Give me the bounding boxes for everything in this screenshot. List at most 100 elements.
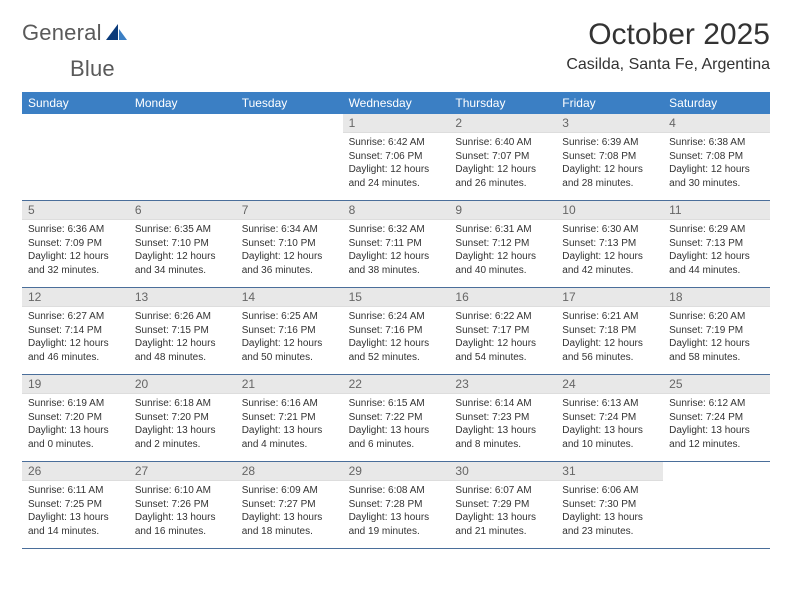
sunset-line: Sunset: 7:10 PM	[242, 237, 337, 251]
daylight-line: Daylight: 12 hours and 52 minutes.	[349, 337, 444, 364]
calendar-cell: 14Sunrise: 6:25 AMSunset: 7:16 PMDayligh…	[236, 288, 343, 374]
day-number: 1	[343, 114, 450, 133]
daylight-line: Daylight: 12 hours and 32 minutes.	[28, 250, 123, 277]
calendar-cell: 5Sunrise: 6:36 AMSunset: 7:09 PMDaylight…	[22, 201, 129, 287]
day-number: 2	[449, 114, 556, 133]
daylight-line: Daylight: 13 hours and 21 minutes.	[455, 511, 550, 538]
sunrise-line: Sunrise: 6:14 AM	[455, 397, 550, 411]
day-number: 31	[556, 462, 663, 481]
daylight-line: Daylight: 12 hours and 56 minutes.	[562, 337, 657, 364]
daylight-line: Daylight: 12 hours and 54 minutes.	[455, 337, 550, 364]
calendar-cell: 20Sunrise: 6:18 AMSunset: 7:20 PMDayligh…	[129, 375, 236, 461]
calendar-cell: 23Sunrise: 6:14 AMSunset: 7:23 PMDayligh…	[449, 375, 556, 461]
day-info: Sunrise: 6:11 AMSunset: 7:25 PMDaylight:…	[22, 481, 129, 543]
sunset-line: Sunset: 7:28 PM	[349, 498, 444, 512]
sunset-line: Sunset: 7:30 PM	[562, 498, 657, 512]
brand-logo: General	[22, 18, 130, 46]
page: General October 2025 Casilda, Santa Fe, …	[0, 0, 792, 612]
daylight-line: Daylight: 13 hours and 19 minutes.	[349, 511, 444, 538]
brand-sail-icon	[104, 22, 128, 44]
week-row: 26Sunrise: 6:11 AMSunset: 7:25 PMDayligh…	[22, 462, 770, 549]
day-number: 11	[663, 201, 770, 220]
day-info: Sunrise: 6:22 AMSunset: 7:17 PMDaylight:…	[449, 307, 556, 369]
sunrise-line: Sunrise: 6:25 AM	[242, 310, 337, 324]
calendar-cell	[663, 462, 770, 548]
daylight-line: Daylight: 13 hours and 8 minutes.	[455, 424, 550, 451]
sunset-line: Sunset: 7:26 PM	[135, 498, 230, 512]
sunset-line: Sunset: 7:11 PM	[349, 237, 444, 251]
calendar-cell: 25Sunrise: 6:12 AMSunset: 7:24 PMDayligh…	[663, 375, 770, 461]
day-number: 6	[129, 201, 236, 220]
day-number: 27	[129, 462, 236, 481]
day-info: Sunrise: 6:36 AMSunset: 7:09 PMDaylight:…	[22, 220, 129, 282]
calendar-cell: 24Sunrise: 6:13 AMSunset: 7:24 PMDayligh…	[556, 375, 663, 461]
day-info: Sunrise: 6:32 AMSunset: 7:11 PMDaylight:…	[343, 220, 450, 282]
day-info: Sunrise: 6:27 AMSunset: 7:14 PMDaylight:…	[22, 307, 129, 369]
day-info: Sunrise: 6:14 AMSunset: 7:23 PMDaylight:…	[449, 394, 556, 456]
day-number: 18	[663, 288, 770, 307]
dayname: Friday	[556, 92, 663, 114]
day-info: Sunrise: 6:15 AMSunset: 7:22 PMDaylight:…	[343, 394, 450, 456]
daylight-line: Daylight: 12 hours and 36 minutes.	[242, 250, 337, 277]
sunrise-line: Sunrise: 6:29 AM	[669, 223, 764, 237]
sunrise-line: Sunrise: 6:09 AM	[242, 484, 337, 498]
calendar-cell: 9Sunrise: 6:31 AMSunset: 7:12 PMDaylight…	[449, 201, 556, 287]
day-info: Sunrise: 6:26 AMSunset: 7:15 PMDaylight:…	[129, 307, 236, 369]
sunrise-line: Sunrise: 6:16 AM	[242, 397, 337, 411]
day-info: Sunrise: 6:40 AMSunset: 7:07 PMDaylight:…	[449, 133, 556, 195]
sunrise-line: Sunrise: 6:34 AM	[242, 223, 337, 237]
sunset-line: Sunset: 7:22 PM	[349, 411, 444, 425]
calendar-cell	[22, 114, 129, 200]
sunset-line: Sunset: 7:29 PM	[455, 498, 550, 512]
day-info: Sunrise: 6:16 AMSunset: 7:21 PMDaylight:…	[236, 394, 343, 456]
brand-text-1: General	[22, 20, 102, 46]
calendar: SundayMondayTuesdayWednesdayThursdayFrid…	[22, 92, 770, 549]
sunrise-line: Sunrise: 6:24 AM	[349, 310, 444, 324]
day-number: 4	[663, 114, 770, 133]
daylight-line: Daylight: 13 hours and 6 minutes.	[349, 424, 444, 451]
calendar-cell: 1Sunrise: 6:42 AMSunset: 7:06 PMDaylight…	[343, 114, 450, 200]
daylight-line: Daylight: 13 hours and 12 minutes.	[669, 424, 764, 451]
calendar-cell: 17Sunrise: 6:21 AMSunset: 7:18 PMDayligh…	[556, 288, 663, 374]
sunset-line: Sunset: 7:23 PM	[455, 411, 550, 425]
day-number: 8	[343, 201, 450, 220]
calendar-cell: 27Sunrise: 6:10 AMSunset: 7:26 PMDayligh…	[129, 462, 236, 548]
sunrise-line: Sunrise: 6:19 AM	[28, 397, 123, 411]
day-info: Sunrise: 6:06 AMSunset: 7:30 PMDaylight:…	[556, 481, 663, 543]
calendar-cell: 4Sunrise: 6:38 AMSunset: 7:08 PMDaylight…	[663, 114, 770, 200]
sunset-line: Sunset: 7:12 PM	[455, 237, 550, 251]
daylight-line: Daylight: 13 hours and 2 minutes.	[135, 424, 230, 451]
sunrise-line: Sunrise: 6:35 AM	[135, 223, 230, 237]
sunrise-line: Sunrise: 6:27 AM	[28, 310, 123, 324]
daylight-line: Daylight: 12 hours and 48 minutes.	[135, 337, 230, 364]
calendar-cell	[236, 114, 343, 200]
sunset-line: Sunset: 7:24 PM	[562, 411, 657, 425]
sunrise-line: Sunrise: 6:20 AM	[669, 310, 764, 324]
calendar-cell: 2Sunrise: 6:40 AMSunset: 7:07 PMDaylight…	[449, 114, 556, 200]
day-info: Sunrise: 6:39 AMSunset: 7:08 PMDaylight:…	[556, 133, 663, 195]
day-number: 25	[663, 375, 770, 394]
week-row: 12Sunrise: 6:27 AMSunset: 7:14 PMDayligh…	[22, 288, 770, 375]
calendar-cell: 6Sunrise: 6:35 AMSunset: 7:10 PMDaylight…	[129, 201, 236, 287]
dayname: Monday	[129, 92, 236, 114]
sunset-line: Sunset: 7:16 PM	[242, 324, 337, 338]
day-info: Sunrise: 6:07 AMSunset: 7:29 PMDaylight:…	[449, 481, 556, 543]
daylight-line: Daylight: 13 hours and 10 minutes.	[562, 424, 657, 451]
daylight-line: Daylight: 13 hours and 0 minutes.	[28, 424, 123, 451]
day-number: 29	[343, 462, 450, 481]
sunset-line: Sunset: 7:21 PM	[242, 411, 337, 425]
dayname: Wednesday	[343, 92, 450, 114]
day-number: 30	[449, 462, 556, 481]
sunrise-line: Sunrise: 6:08 AM	[349, 484, 444, 498]
month-title: October 2025	[566, 18, 770, 52]
day-info: Sunrise: 6:13 AMSunset: 7:24 PMDaylight:…	[556, 394, 663, 456]
daylight-line: Daylight: 12 hours and 50 minutes.	[242, 337, 337, 364]
day-info: Sunrise: 6:10 AMSunset: 7:26 PMDaylight:…	[129, 481, 236, 543]
calendar-cell: 11Sunrise: 6:29 AMSunset: 7:13 PMDayligh…	[663, 201, 770, 287]
day-info: Sunrise: 6:34 AMSunset: 7:10 PMDaylight:…	[236, 220, 343, 282]
daylight-line: Daylight: 13 hours and 16 minutes.	[135, 511, 230, 538]
day-number: 13	[129, 288, 236, 307]
daylight-line: Daylight: 12 hours and 46 minutes.	[28, 337, 123, 364]
daylight-line: Daylight: 12 hours and 24 minutes.	[349, 163, 444, 190]
sunrise-line: Sunrise: 6:36 AM	[28, 223, 123, 237]
